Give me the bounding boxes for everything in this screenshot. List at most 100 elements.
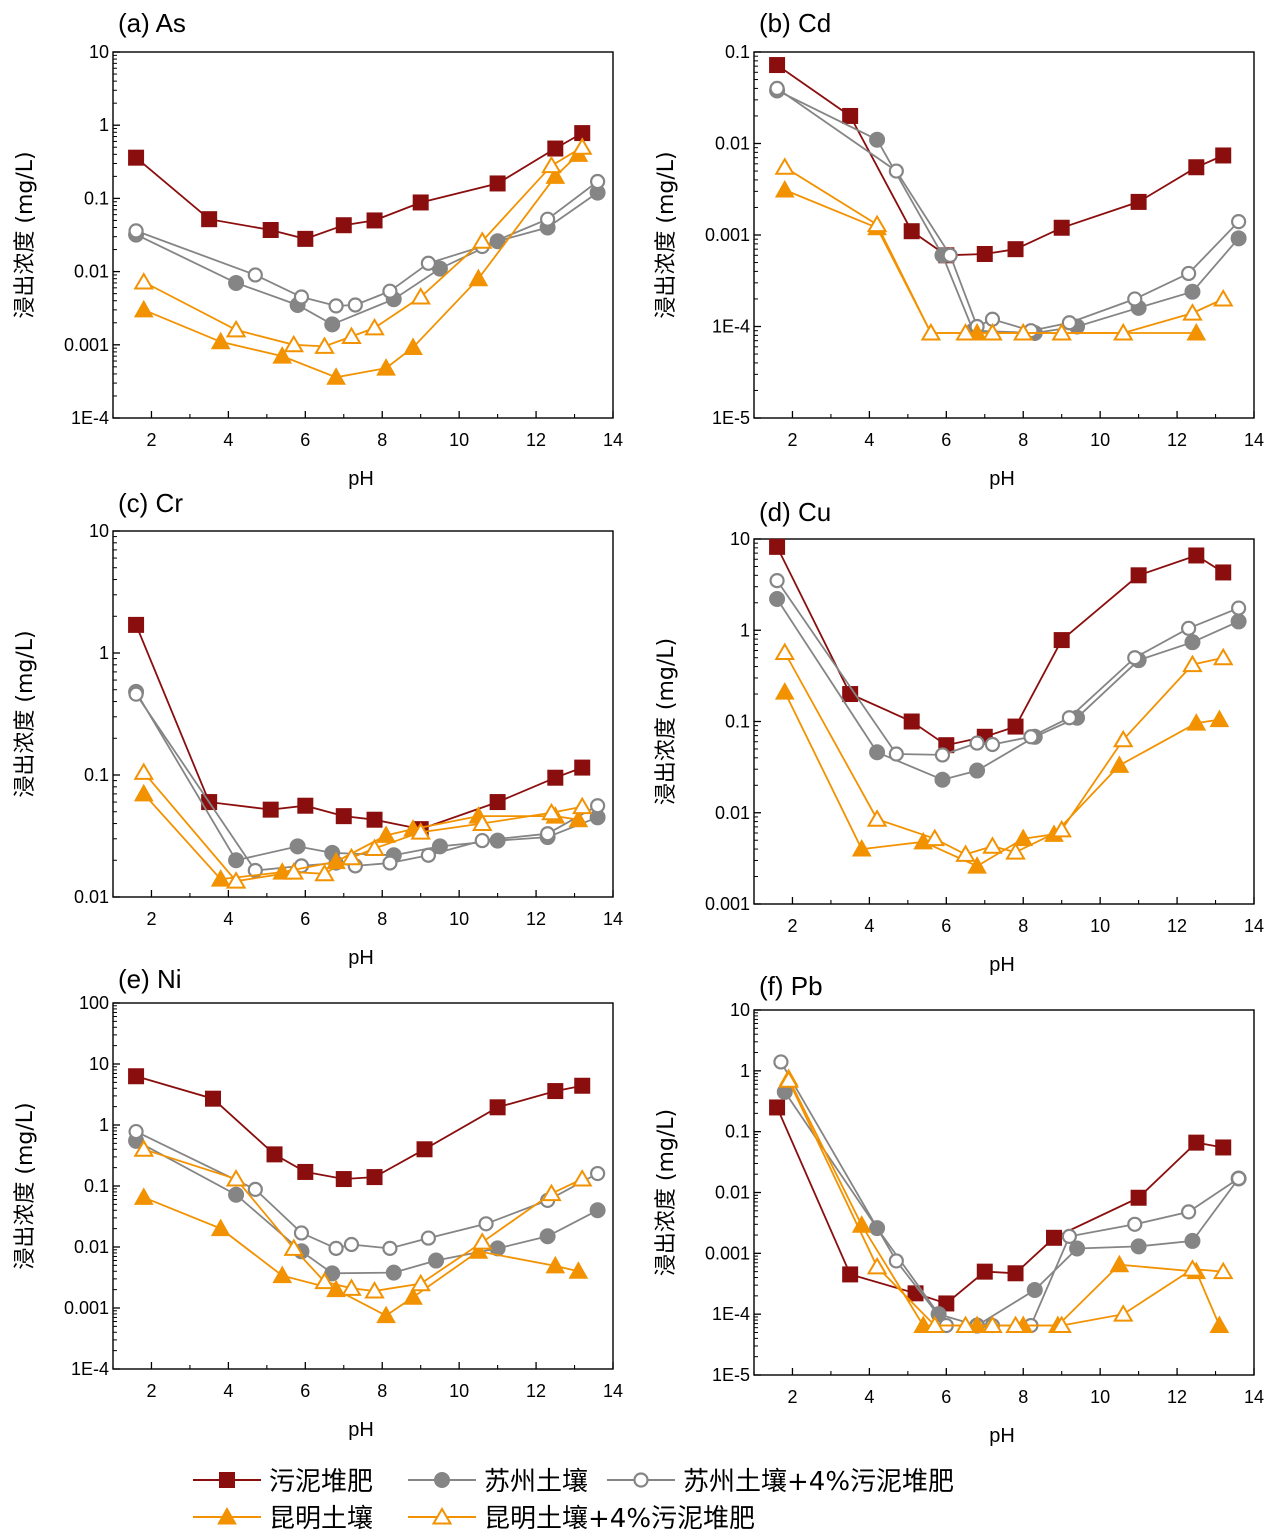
x-tick-label: 12 [526,909,546,929]
chart-panel-cd: (b) Cd 2 4 6 8 10 12 14 0.1 0.01 0.001 1E-4 1E-5 pH 浸出… [654,8,1264,490]
data-point [1188,159,1205,176]
data-point [247,267,263,283]
y-tick-label: 0.01 [74,262,109,282]
series-line [135,1130,599,1250]
x-axis-label: pH [348,947,374,969]
series-line [784,166,1224,334]
data-point [297,230,314,247]
y-tick-label: 0.01 [715,134,750,154]
data-point [343,1236,360,1253]
data-point [489,1099,506,1116]
data-point [1112,1304,1134,1322]
data-point [262,801,279,818]
series-line [143,146,583,348]
data-point [324,316,341,333]
data-point [1212,288,1234,307]
series-line [776,1107,1224,1305]
series-line [135,624,583,831]
y-tick-label: 0.01 [715,803,750,823]
data-point [924,1315,946,1334]
data-point [976,245,993,262]
y-tick-label: 10 [730,529,750,549]
x-tick-label: 8 [377,1381,387,1401]
data-point [228,1186,245,1203]
data-point [128,223,144,239]
series-line [776,64,1224,257]
y-tick-label: 10 [89,1054,109,1074]
series-line [135,693,599,872]
x-tick-label: 4 [864,1387,874,1407]
x-tick-label: 2 [146,1381,156,1401]
data-point [266,1146,283,1163]
legend-item: 苏州土壤 [408,1467,588,1497]
y-axis-label: 浸出浓度 (mg/L) [13,151,38,318]
legend-marker [633,1472,649,1488]
x-tick-label: 4 [864,916,874,936]
y-tick-label: 1E-4 [71,408,109,428]
data-point [547,1083,564,1100]
series-line [776,89,1240,334]
data-point [982,1315,1003,1334]
data-point [347,297,363,313]
data-point [1231,600,1247,616]
data-point [1184,283,1201,300]
data-point [1046,1229,1062,1246]
data-point [1182,1259,1203,1277]
series-line [776,546,1224,747]
series-line [776,87,1240,332]
data-point [328,1240,344,1256]
series-污泥堆肥 [128,1068,591,1188]
data-point [283,1238,305,1256]
data-point [1053,632,1070,649]
series-苏州土壤 [128,683,606,869]
data-point [341,847,362,866]
data-point [410,1273,431,1292]
data-point [489,233,506,250]
y-tick-label: 1E-5 [712,408,750,428]
legend-item: 昆明土壤 [193,1504,373,1534]
x-tick-label: 8 [377,430,387,450]
x-tick-label: 6 [300,909,310,929]
data-point [778,1070,799,1088]
series-line [783,691,1220,868]
series-昆明土壤+4%污泥堆肥 [133,137,593,354]
data-point [412,194,429,211]
data-point [489,794,506,811]
data-point [769,57,786,74]
series-line [143,1196,579,1317]
data-point [1130,567,1147,584]
data-point [1013,828,1034,847]
data-point [888,163,904,179]
series-污泥堆肥 [769,538,1232,754]
data-point [590,1165,606,1182]
x-tick-label: 14 [603,909,623,929]
data-point [247,1181,263,1197]
x-tick-label: 10 [449,1381,469,1401]
y-axis-label: 浸出浓度 (mg/L) [13,1102,38,1269]
series-污泥堆肥 [769,1099,1232,1312]
data-point [314,336,335,354]
data-point [769,538,786,555]
x-tick-label: 12 [526,1381,546,1401]
data-point [272,346,293,364]
data-point [335,1171,352,1188]
data-point [571,1169,593,1187]
data-point [210,869,231,887]
x-tick-label: 12 [1167,916,1187,936]
plot-frame [112,51,614,419]
data-point [364,317,385,336]
data-point [934,747,951,763]
data-point [364,838,385,856]
data-point [1109,1254,1130,1273]
series-line [143,1148,583,1292]
data-point [128,149,145,166]
panel-title: (b) Cd [759,8,831,38]
data-point [1215,1139,1232,1156]
data-point [403,1287,423,1305]
y-tick-label: 0.1 [725,712,750,732]
y-tick-label: 0.001 [64,335,109,355]
data-point [228,852,245,869]
x-tick-label: 10 [1090,430,1110,450]
data-point [478,1216,494,1232]
